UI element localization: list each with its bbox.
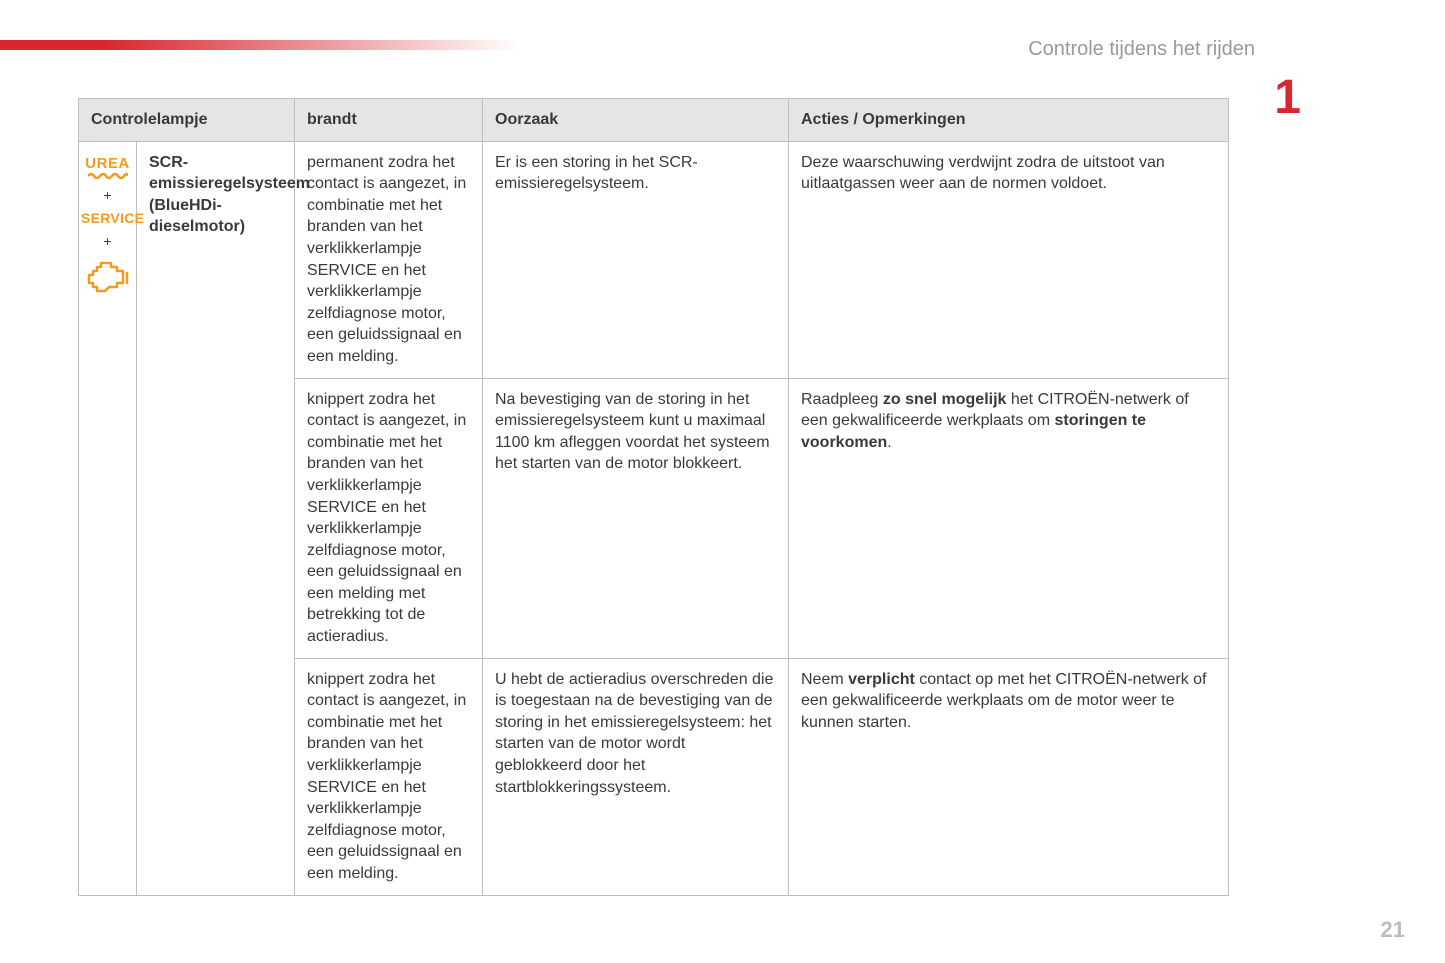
cell-brandt: knippert zodra het contact is aangezet, … <box>295 378 483 658</box>
col-header-controlelampje: Controlelampje <box>79 99 295 142</box>
plus-icon: + <box>81 186 134 205</box>
cell-oorzaak: U hebt de actieradius overschreden die i… <box>483 658 789 895</box>
urea-icon: UREA <box>81 154 134 174</box>
lamp-name: SCR-emissieregelsysteem (BlueHDi-dieselm… <box>137 141 295 895</box>
cell-oorzaak: Na bevestiging van de storing in het emi… <box>483 378 789 658</box>
cell-brandt: permanent zodra het contact is aangezet,… <box>295 141 483 378</box>
engine-check-icon <box>87 259 129 295</box>
cell-acties: Deze waarschuwing verdwijnt zodra de uit… <box>789 141 1229 378</box>
lamp-icons-cell: UREA + SERVICE + <box>79 141 137 895</box>
col-header-acties: Acties / Opmerkingen <box>789 99 1229 142</box>
cell-oorzaak: Er is een storing in het SCR-emissierege… <box>483 141 789 378</box>
plus-icon: + <box>81 232 134 251</box>
table-row: UREA + SERVICE + SCR-emissieregelsysteem… <box>79 141 1229 378</box>
header-accent-bar <box>0 40 520 50</box>
col-header-oorzaak: Oorzaak <box>483 99 789 142</box>
page-number: 21 <box>1381 917 1405 943</box>
section-title: Controle tijdens het rijden <box>1028 38 1255 61</box>
warning-lamp-table: Controlelampje brandt Oorzaak Acties / O… <box>78 98 1228 896</box>
chapter-number: 1 <box>1274 70 1301 125</box>
cell-acties: Neem verplicht contact op met het CITROË… <box>789 658 1229 895</box>
cell-brandt: knippert zodra het contact is aangezet, … <box>295 658 483 895</box>
col-header-brandt: brandt <box>295 99 483 142</box>
service-icon: SERVICE <box>81 209 134 228</box>
cell-acties: Raadpleeg zo snel mogelijk het CITROËN-n… <box>789 378 1229 658</box>
